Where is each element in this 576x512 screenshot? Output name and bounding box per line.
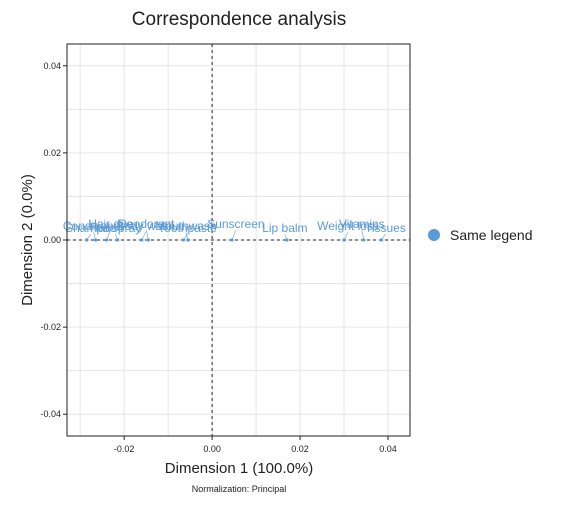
data-point [181,238,186,242]
point-label: Conditioner [63,219,124,233]
legend-entry: Same legend [450,227,533,243]
data-point [285,238,289,242]
point-label: Deodorant [118,217,175,231]
label-leader-line [361,229,365,241]
data-point [379,238,384,242]
label-leader-line [106,229,111,241]
point-label: Body wash [116,219,175,233]
legend-swatch [428,229,440,241]
x-axis-ticks: -0.02 0.00 0.02 0.04 [114,436,397,454]
data-point [115,238,120,242]
reference-lines [67,44,410,436]
legend: Same legend [428,227,533,243]
data-point [342,238,346,242]
y-axis-label: Dimension 2 (0.0%) [19,174,36,306]
y-tick-label: 0.04 [43,61,61,71]
x-tick-label: -0.02 [114,444,135,454]
point-label: Toothpaste [158,221,217,235]
chart-title: Correspondence analysis [132,9,346,30]
x-tick-label: 0.04 [379,444,397,454]
x-tick-label: 0.00 [203,444,221,454]
point-label: Mouthwash [155,219,216,233]
data-point [93,238,98,242]
point-label: Sunscreen [207,217,264,231]
label-leader-line [231,229,237,241]
y-tick-label: -0.02 [40,322,61,332]
data-point [104,238,109,242]
y-tick-label: 0.00 [43,235,61,245]
data-point [140,238,144,242]
grid-lines [67,44,410,436]
y-axis-ticks: -0.04 -0.02 0.00 0.02 0.04 [40,61,67,419]
data-point [230,238,234,242]
point-label: Hairspray [90,221,141,235]
x-axis-label: Dimension 1 (100.0%) [165,460,313,477]
point-label: Shampoo [65,221,117,235]
x-tick-label: 0.02 [291,444,309,454]
data-points [85,238,384,242]
point-label: Lip balm [262,221,307,235]
y-tick-label: -0.04 [40,409,61,419]
y-tick-label: 0.02 [43,148,61,158]
data-point [186,238,190,242]
point-label: Hair dye [88,217,133,231]
point-label: Weight loss [317,219,379,233]
normalization-note: Normalization: Principal [192,484,287,494]
data-point [362,238,366,242]
data-point [146,238,150,242]
data-point [85,238,89,242]
point-label: Tissues [365,221,406,235]
label-leader-line [146,229,149,241]
point-label: Vitamins [339,217,385,231]
